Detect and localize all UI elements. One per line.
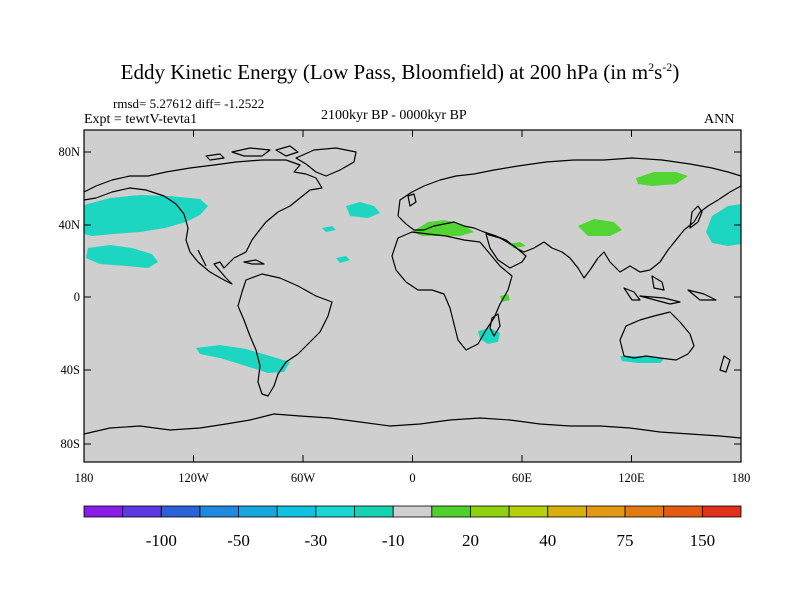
colorbar-swatch (83, 505, 124, 518)
anomaly-east-atlantic (346, 202, 380, 218)
coast-africa (391, 231, 513, 351)
coast-baja (197, 249, 207, 267)
lon-tick-label: 60E (512, 471, 533, 485)
lon-tick-label: 0 (409, 471, 415, 485)
colorbar-swatch (470, 505, 510, 518)
coast-british-isles (407, 193, 417, 207)
anomaly-tropical-atlantic (336, 256, 350, 263)
map-background (84, 130, 741, 462)
colorbar-swatch (508, 505, 549, 518)
colorbar-label: 20 (462, 531, 479, 550)
colorbar-label: -10 (382, 531, 405, 550)
coast-cuba (243, 259, 265, 265)
colorbar-swatch (663, 505, 703, 518)
coast-arabia (485, 233, 527, 269)
colorbar-swatch (122, 505, 162, 518)
title-main: Eddy Kinetic Energy (Low Pass, Bloomfiel… (120, 60, 649, 84)
anomaly-siberia (636, 172, 688, 186)
anomaly-central-asia (578, 219, 622, 236)
colorbar-label: 150 (690, 531, 716, 550)
colorbar-label: 75 (617, 531, 634, 550)
colorbar-swatch (701, 505, 742, 518)
colorbar-label: -30 (305, 531, 328, 550)
anomaly-south-pacific (196, 345, 290, 373)
map-axes: 80N 40N 0 40S 80S 180 120W 60W 0 60E 120E 180 (58, 130, 750, 485)
colorbar-label: 40 (539, 531, 556, 550)
lon-tick-label: 120W (178, 471, 209, 485)
anomaly-west-pacific (706, 204, 741, 246)
stats-line: rmsd= 5.27612 diff= -1.2522 (113, 96, 265, 111)
coast-madagascar (489, 313, 501, 337)
figure-title: Eddy Kinetic Energy (Low Pass, Bloomfiel… (0, 60, 800, 85)
lon-tick-label: 120E (618, 471, 645, 485)
colorbar-swatch (392, 505, 433, 518)
anomaly-madagascar (478, 328, 500, 344)
colorbar-swatch (315, 505, 355, 518)
coast-japan (689, 205, 703, 229)
lat-tick-label: 80N (58, 145, 80, 159)
anomaly-central-pacific (86, 245, 158, 268)
coast-south-america (237, 273, 333, 397)
colorbar-swatch (586, 505, 626, 518)
experiment-label: Expt = tewtV-tevta1 (84, 112, 198, 127)
lat-tick-label: 0 (74, 290, 80, 304)
coast-australia (619, 311, 695, 361)
title-close: ) (672, 60, 680, 84)
colorbar-swatch (276, 505, 317, 518)
colorbar-swatch (199, 505, 239, 518)
coast-indonesia (623, 275, 717, 305)
anomaly-middle-east (508, 242, 526, 248)
period-label: 2100kyr BP - 0000kyr BP (321, 108, 467, 123)
colorbar-swatch (160, 505, 201, 518)
season-label: ANN (704, 112, 735, 127)
title-sup-2: -2 (662, 60, 673, 74)
coast-new-zealand (719, 355, 731, 373)
colorbar-swatch (624, 505, 665, 518)
coast-canadian-archipelago (205, 145, 299, 161)
coast-greenland (295, 147, 357, 177)
colorbar-swatch (238, 505, 278, 518)
lat-tick-label: 80S (61, 437, 81, 451)
colorbar-swatch (431, 505, 471, 518)
colorbar-swatch (354, 505, 394, 518)
colorbar-label: -100 (146, 531, 177, 550)
coast-eurasia (397, 157, 742, 279)
lon-tick-label: 60W (291, 471, 316, 485)
coast-north-america (83, 159, 323, 285)
colorbar-swatch (547, 505, 587, 518)
colorbar-label: -50 (227, 531, 250, 550)
colorbar: -100 -50 -30 -10 20 40 75 150 (83, 505, 742, 550)
coast-antarctica (83, 413, 742, 439)
lat-tick-label: 40S (61, 363, 81, 377)
anomaly-mid-atlantic (322, 226, 336, 232)
lat-tick-label: 40N (58, 218, 80, 232)
coastlines (83, 145, 742, 439)
lon-tick-label: 180 (75, 471, 94, 485)
lon-tick-label: 180 (732, 471, 751, 485)
title-sup-1: 2 (648, 60, 655, 74)
title-mid: s (654, 60, 663, 84)
